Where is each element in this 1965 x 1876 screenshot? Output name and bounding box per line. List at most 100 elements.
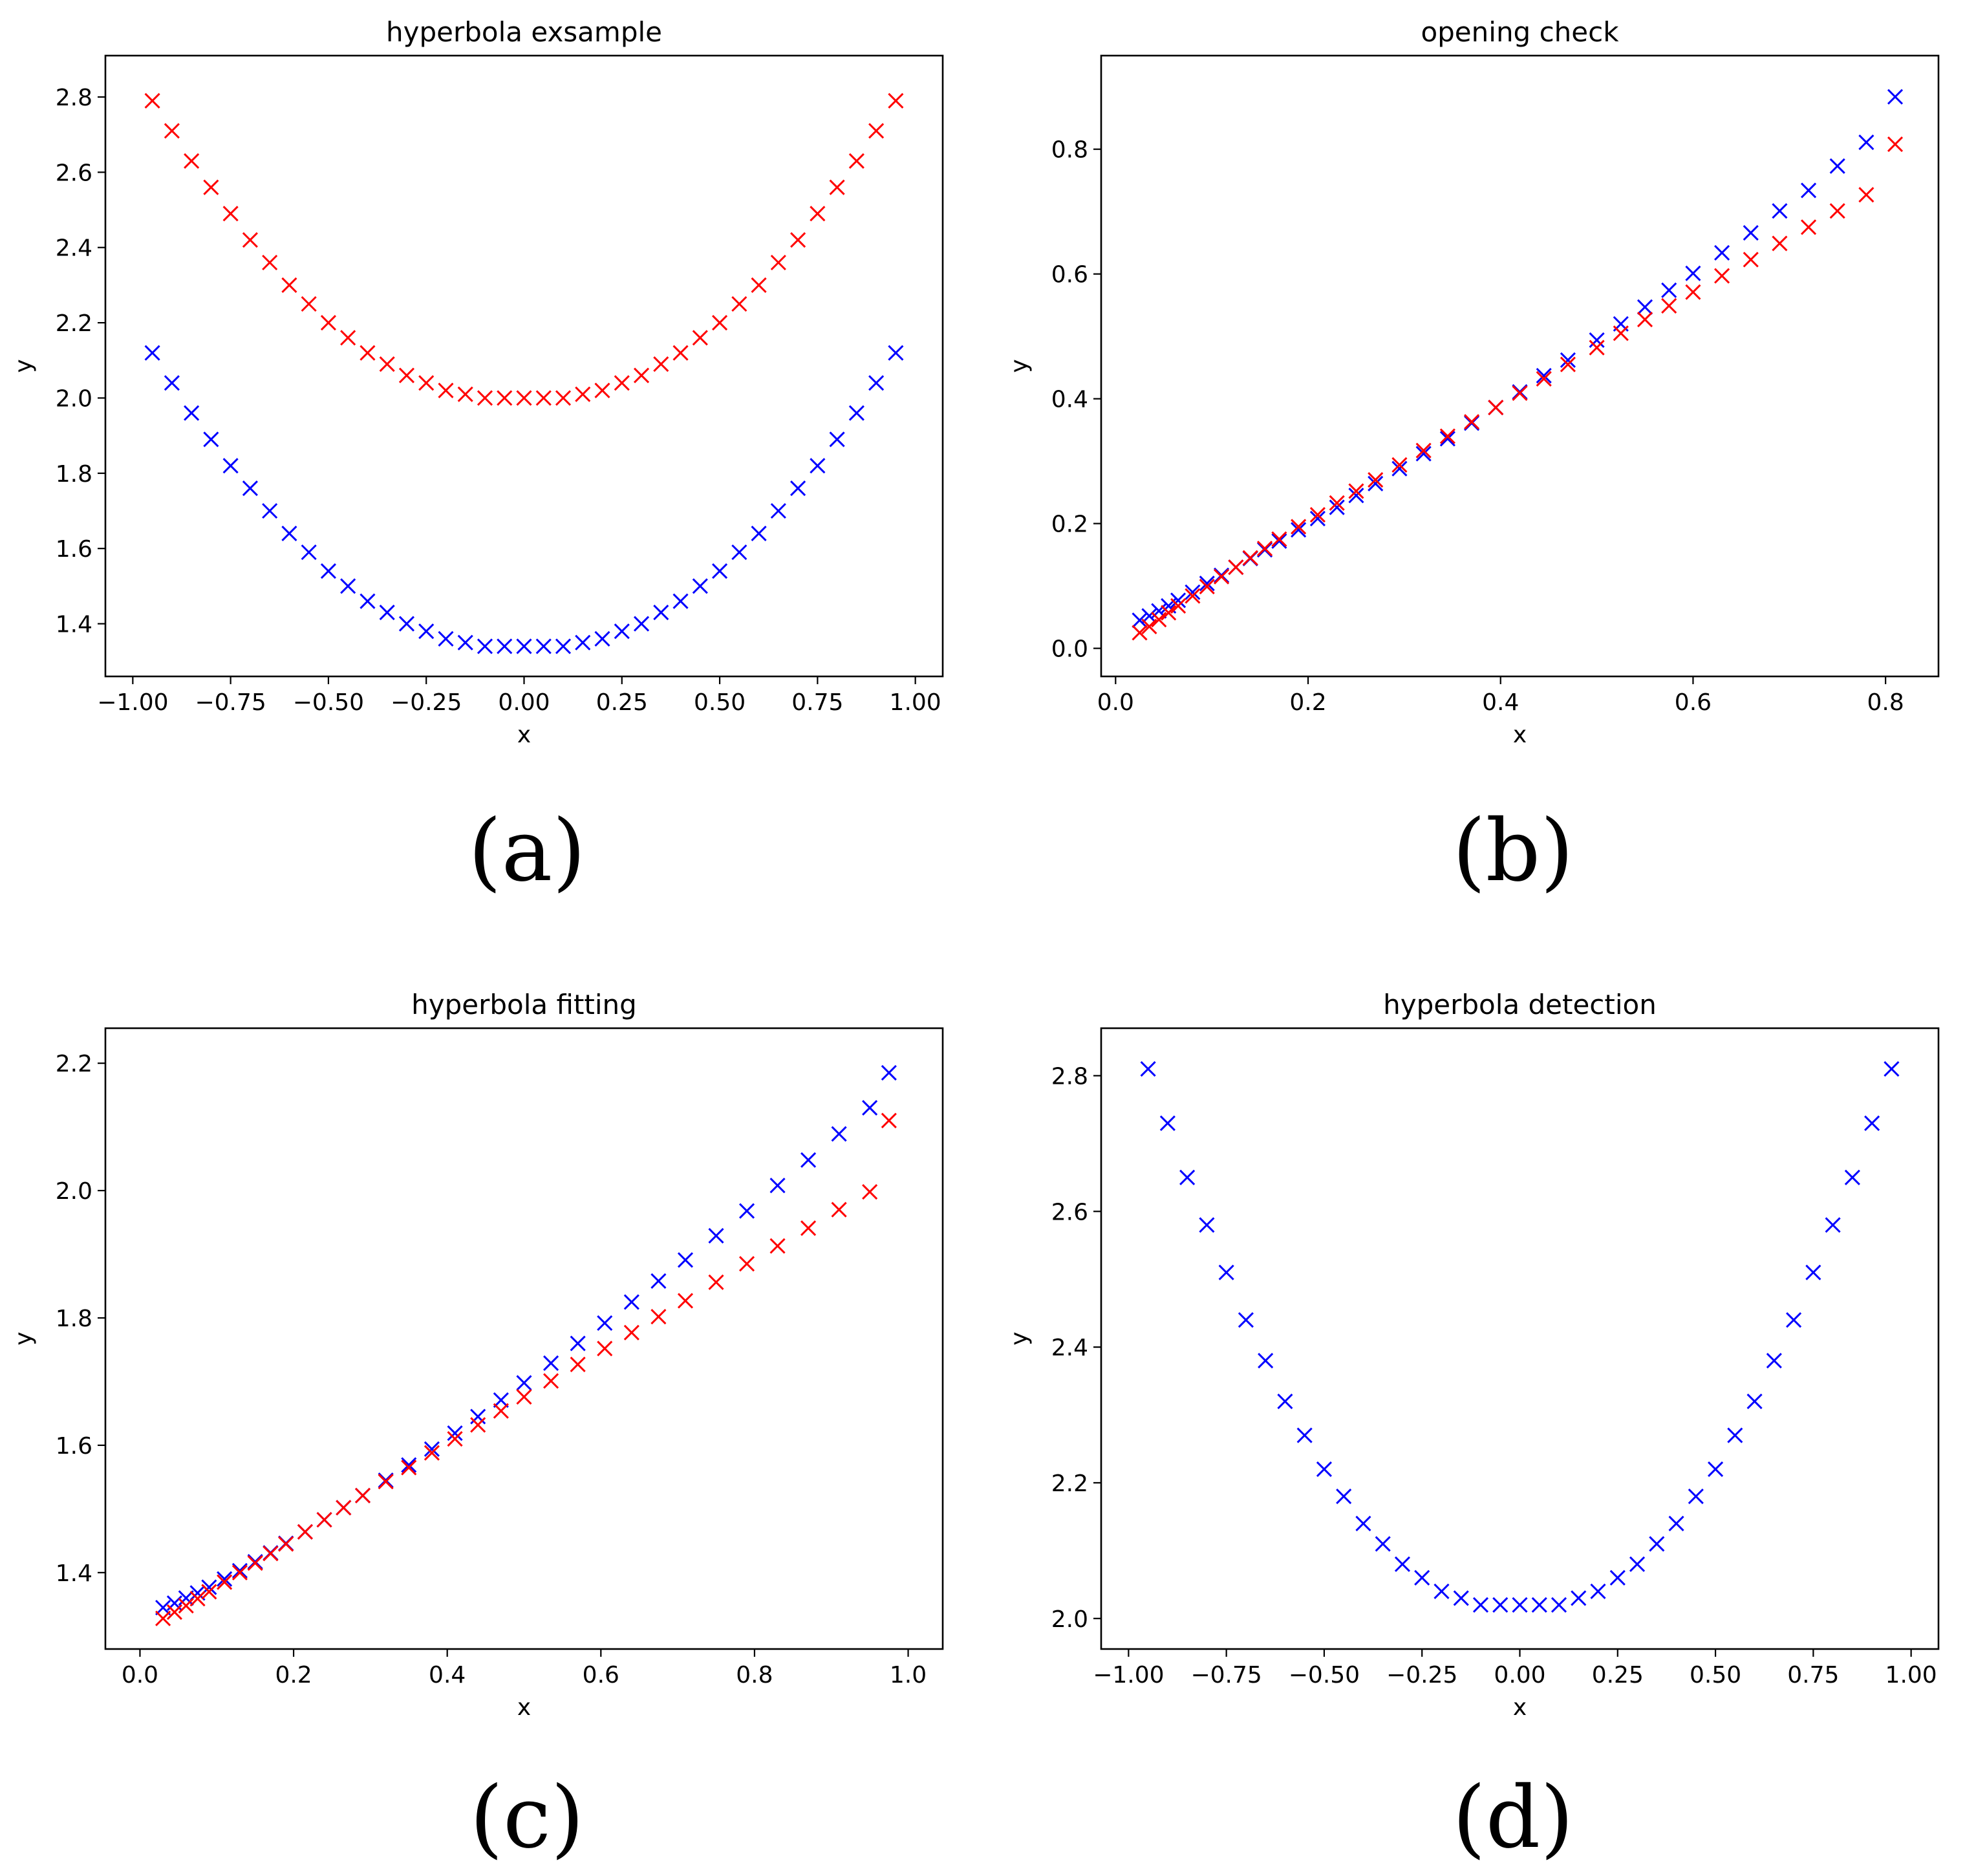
data-point [1887, 89, 1904, 105]
data-point [790, 480, 806, 497]
data-point [340, 578, 356, 594]
data-point [1492, 1597, 1509, 1613]
data-point [438, 631, 454, 647]
data-point [1258, 1353, 1274, 1369]
chart-title: hyperbola fitting [411, 989, 637, 1020]
y-tick-label: 0.2 [1051, 512, 1088, 538]
data-point [1661, 297, 1677, 314]
data-point [1415, 442, 1432, 458]
x-tick-label: 0.4 [1482, 689, 1519, 716]
data-point [1316, 1461, 1332, 1478]
data-point [575, 386, 591, 402]
data-point [516, 390, 532, 406]
data-point [1560, 352, 1576, 368]
data-point [1256, 541, 1273, 557]
subplot-a: hyperbola exsample −1.00 −0.75 −0.50 −0.25 0.… [10, 16, 944, 748]
data-point [470, 1417, 486, 1433]
data-point [1589, 340, 1605, 356]
data-point [1213, 568, 1230, 585]
caption-d: (d) [1452, 1768, 1574, 1868]
data-point [1560, 356, 1576, 372]
data-point [790, 232, 806, 248]
data-point [800, 1152, 817, 1168]
data-point [1464, 414, 1480, 430]
data-point [222, 458, 239, 474]
data-point [316, 1512, 332, 1528]
data-point [597, 1315, 613, 1331]
axes-frame [104, 54, 944, 678]
x-tick-label: 0.8 [736, 1662, 773, 1688]
y-tick-label: 1.4 [56, 612, 92, 638]
chart-title: hyperbola exsample [386, 16, 662, 48]
data-point [1439, 431, 1455, 447]
data-point [360, 593, 376, 609]
data-point [650, 1308, 667, 1325]
x-tick-label: 0.00 [1494, 1662, 1545, 1688]
x-tick-label: −0.25 [391, 689, 462, 716]
data-point [881, 1064, 897, 1081]
data-point [1391, 457, 1408, 473]
series-upper [144, 92, 904, 406]
data-point [594, 631, 610, 647]
data-point [231, 1564, 248, 1580]
data-point [738, 1203, 755, 1219]
data-point [1746, 1393, 1763, 1410]
data-point [1531, 1597, 1547, 1613]
data-point [1391, 460, 1408, 477]
data-point [166, 1604, 182, 1620]
x-tick-label: 0.00 [498, 689, 550, 716]
data-point [203, 179, 219, 195]
data-point [633, 367, 650, 383]
data-point [800, 1220, 817, 1236]
series-red [1132, 136, 1904, 641]
y-tick-label: 1.8 [56, 1306, 92, 1332]
data-point [493, 1403, 509, 1419]
data-point [1668, 1515, 1684, 1531]
data-point [1488, 400, 1504, 416]
data-point [497, 638, 513, 654]
data-point [1472, 1597, 1489, 1613]
data-point [831, 1202, 847, 1218]
data-point [1637, 312, 1653, 328]
data-point [1439, 428, 1455, 444]
data-point [881, 1112, 897, 1128]
data-point [1714, 244, 1730, 261]
data-point [164, 123, 180, 139]
data-point [848, 405, 864, 421]
x-tick-label: 0.0 [122, 1662, 158, 1688]
x-tick-label: −0.50 [1289, 1662, 1360, 1688]
data-point [1415, 446, 1432, 462]
data-point [1590, 1583, 1606, 1599]
data-point [278, 1536, 294, 1552]
data-point [457, 386, 473, 402]
data-point [708, 1227, 724, 1244]
data-point [1805, 1264, 1821, 1280]
y-tick-label: 1.6 [56, 536, 92, 563]
x-tick-label: 0.8 [1867, 689, 1904, 716]
data-point [1141, 618, 1157, 634]
data-point [810, 458, 826, 474]
data-point [418, 375, 435, 391]
data-point [242, 232, 258, 248]
data-point [1536, 367, 1552, 384]
x-tick-label: −0.25 [1386, 1662, 1457, 1688]
data-point [497, 390, 513, 406]
data-point [1800, 219, 1817, 235]
data-point [1637, 299, 1653, 315]
data-point [1179, 1169, 1196, 1185]
data-point [614, 623, 630, 640]
data-point [555, 390, 572, 406]
data-point [242, 480, 258, 497]
x-tick-label: −0.75 [1190, 1662, 1262, 1688]
data-point [672, 345, 689, 361]
x-tick-label: 0.6 [583, 1662, 619, 1688]
data-point [1185, 584, 1201, 600]
data-point [1309, 510, 1326, 526]
caption-b: (b) [1452, 801, 1574, 901]
y-tick-label: 2.0 [1051, 1606, 1088, 1633]
data-point [320, 315, 336, 331]
data-point [653, 356, 669, 372]
data-point [281, 525, 297, 541]
data-point [770, 254, 786, 271]
data-point [751, 277, 767, 293]
